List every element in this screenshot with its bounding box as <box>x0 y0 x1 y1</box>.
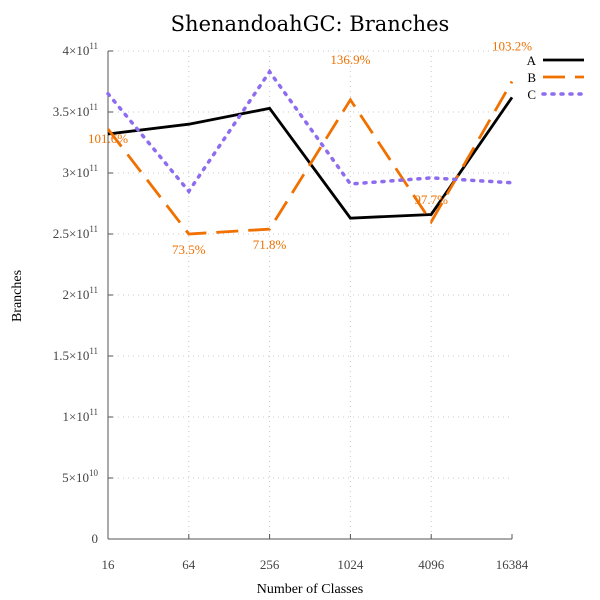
data-labels: 101.6% 73.5% 71.8% 136.9% 97.7% 103.2% <box>88 39 532 258</box>
data-label: 71.8% <box>253 237 287 252</box>
data-label: 101.6% <box>88 131 128 146</box>
legend-label: C <box>527 87 536 102</box>
x-tick-label: 1024 <box>337 557 364 572</box>
y-tick-label: 1.5×1011 <box>53 346 98 363</box>
series-line-c <box>106 68 514 195</box>
y-tick-label: 3.5×1011 <box>53 102 98 119</box>
axes <box>107 50 513 540</box>
y-tick-label: 0 <box>92 531 99 546</box>
legend-label: B <box>527 70 536 85</box>
y-tick-label: 5×1010 <box>62 468 98 485</box>
x-axis-label: Number of Classes <box>257 582 364 597</box>
legend: ABC <box>527 53 586 102</box>
chart-title: ShenandoahGC: Branches <box>171 12 450 36</box>
x-tick-labels: 16 64 256 1024 4096 16384 <box>102 557 529 572</box>
y-tick-labels: 0 5×1010 1×1011 1.5×1011 2×1011 2.5×1011 3×101… <box>53 41 99 546</box>
grid <box>108 50 512 539</box>
data-label: 97.7% <box>414 192 448 207</box>
series-lines <box>106 68 514 236</box>
x-tick-label: 16384 <box>496 557 529 572</box>
x-tick-label: 64 <box>182 557 196 572</box>
y-tick-label: 2×1011 <box>62 285 98 302</box>
x-tick-label: 16 <box>102 557 116 572</box>
data-label: 103.2% <box>492 39 532 54</box>
y-tick-label: 3×1011 <box>62 163 98 180</box>
y-tick-label: 4×1011 <box>62 41 98 58</box>
data-label: 136.9% <box>330 52 370 67</box>
legend-label: A <box>527 53 537 68</box>
x-tick-label: 256 <box>260 557 280 572</box>
data-label: 73.5% <box>172 242 206 257</box>
series-line-b <box>106 80 514 236</box>
x-tick-label: 4096 <box>418 557 445 572</box>
series-line-a <box>107 96 514 220</box>
y-axis-label: Branches <box>10 270 25 322</box>
y-tick-label: 2.5×1011 <box>53 224 98 241</box>
y-tick-label: 1×1011 <box>62 407 98 424</box>
